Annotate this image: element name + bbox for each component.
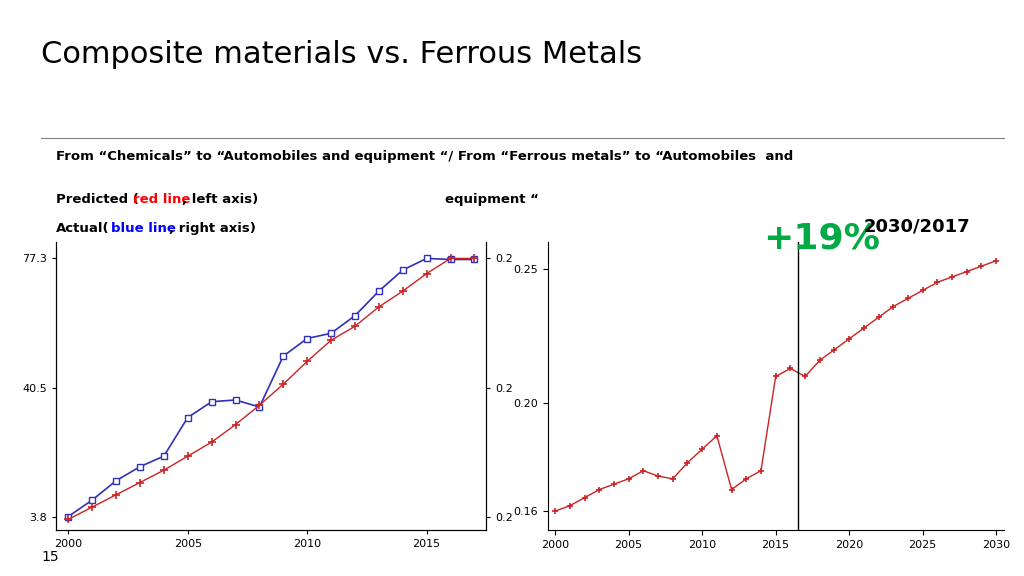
Text: red line: red line	[133, 193, 190, 206]
Text: Actual(: Actual(	[56, 222, 110, 235]
Text: 15: 15	[41, 551, 58, 564]
Text: +19%: +19%	[763, 222, 880, 256]
Text: Composite materials vs. Ferrous Metals: Composite materials vs. Ferrous Metals	[41, 40, 642, 69]
Text: Predicted (: Predicted (	[56, 193, 139, 206]
Text: equipment “: equipment “	[445, 193, 540, 206]
Text: From “Chemicals” to “Automobiles and equipment “/ From “Ferrous metals” to “Auto: From “Chemicals” to “Automobiles and equ…	[56, 150, 794, 163]
Text: , right axis): , right axis)	[169, 222, 256, 235]
Text: blue line: blue line	[111, 222, 175, 235]
Text: 2030/2017: 2030/2017	[863, 218, 970, 236]
Text: , left axis): , left axis)	[182, 193, 258, 206]
